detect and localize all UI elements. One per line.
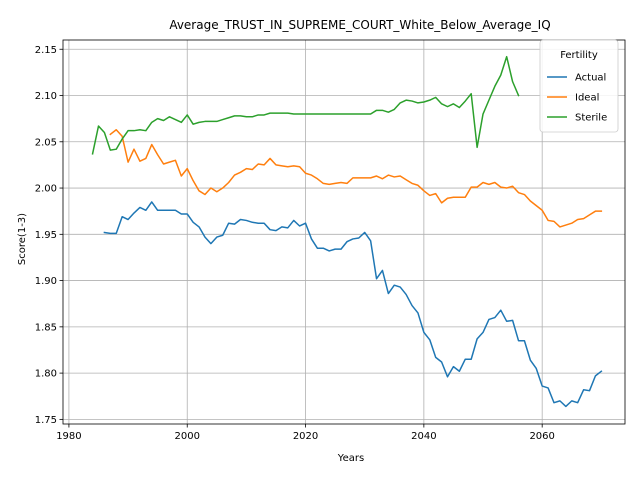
y-tick-label: 2.15 — [35, 45, 57, 56]
legend-label-sterile: Sterile — [575, 113, 607, 124]
series-line-ideal — [109, 129, 603, 228]
y-tick-label: 1.90 — [35, 276, 57, 287]
series-layer — [91, 55, 603, 408]
plot-frame — [62, 39, 626, 425]
y-tick-label: 1.85 — [35, 322, 57, 333]
x-axis-label: Years — [337, 453, 364, 464]
series-line-actual — [103, 201, 603, 408]
y-tick-label: 1.75 — [35, 415, 57, 426]
x-axis-ticks: 1980 2000 2020 2040 2060 — [56, 424, 555, 442]
y-tick-label: 2.10 — [35, 91, 57, 102]
legend-title: Fertility — [560, 50, 598, 61]
legend-box — [539, 39, 619, 133]
x-tick-label: 2040 — [411, 431, 436, 442]
legend: Fertility Actual Ideal Sterile — [539, 39, 619, 133]
y-axis-label: Score(1-3) — [17, 213, 28, 265]
chart-title: Average_TRUST_IN_SUPREME_COURT_White_Bel… — [169, 18, 550, 32]
y-tick-label: 1.95 — [35, 230, 57, 241]
legend-label-actual: Actual — [575, 73, 606, 84]
x-tick-label: 2020 — [293, 431, 318, 442]
y-tick-label: 2.00 — [35, 184, 57, 195]
y-tick-label: 1.80 — [35, 369, 57, 380]
y-tick-label: 2.05 — [35, 137, 57, 148]
legend-label-ideal: Ideal — [575, 93, 599, 104]
x-tick-label: 2000 — [175, 431, 200, 442]
x-tick-label: 1980 — [56, 431, 81, 442]
series-line-sterile — [91, 55, 520, 155]
x-tick-label: 2060 — [529, 431, 554, 442]
grid — [63, 40, 625, 424]
legend-items: Actual Ideal Sterile — [547, 73, 607, 124]
y-axis-ticks: 1.75 1.80 1.85 1.90 1.95 2.00 2.05 2.10 2.15 — [35, 45, 63, 426]
